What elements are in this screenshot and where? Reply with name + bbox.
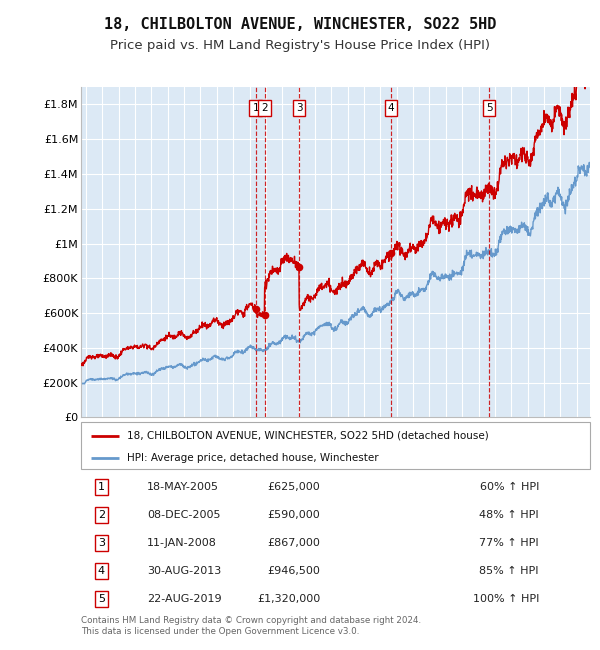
Text: 11-JAN-2008: 11-JAN-2008 xyxy=(147,538,217,548)
FancyBboxPatch shape xyxy=(81,422,590,469)
Text: £946,500: £946,500 xyxy=(267,566,320,576)
Text: 77% ↑ HPI: 77% ↑ HPI xyxy=(479,538,539,548)
Text: 4: 4 xyxy=(388,103,395,113)
Text: 2: 2 xyxy=(261,103,268,113)
Text: 08-DEC-2005: 08-DEC-2005 xyxy=(147,510,221,520)
Text: 2: 2 xyxy=(98,510,105,520)
Text: £867,000: £867,000 xyxy=(267,538,320,548)
Text: 1: 1 xyxy=(253,103,259,113)
Text: 100% ↑ HPI: 100% ↑ HPI xyxy=(473,594,539,604)
Text: 3: 3 xyxy=(98,538,105,548)
Text: HPI: Average price, detached house, Winchester: HPI: Average price, detached house, Winc… xyxy=(127,452,379,463)
Text: Price paid vs. HM Land Registry's House Price Index (HPI): Price paid vs. HM Land Registry's House … xyxy=(110,39,490,52)
Text: 85% ↑ HPI: 85% ↑ HPI xyxy=(479,566,539,576)
Text: 18, CHILBOLTON AVENUE, WINCHESTER, SO22 5HD: 18, CHILBOLTON AVENUE, WINCHESTER, SO22 … xyxy=(104,17,496,32)
Text: £1,320,000: £1,320,000 xyxy=(257,594,320,604)
Text: 1: 1 xyxy=(98,482,105,492)
Text: 22-AUG-2019: 22-AUG-2019 xyxy=(147,594,222,604)
Text: 18-MAY-2005: 18-MAY-2005 xyxy=(147,482,219,492)
Text: Contains HM Land Registry data © Crown copyright and database right 2024.
This d: Contains HM Land Registry data © Crown c… xyxy=(81,616,421,636)
Text: 5: 5 xyxy=(486,103,493,113)
Text: 30-AUG-2013: 30-AUG-2013 xyxy=(147,566,221,576)
Text: 60% ↑ HPI: 60% ↑ HPI xyxy=(479,482,539,492)
Text: £625,000: £625,000 xyxy=(268,482,320,492)
Text: 3: 3 xyxy=(296,103,302,113)
Text: 5: 5 xyxy=(98,594,105,604)
Text: £590,000: £590,000 xyxy=(268,510,320,520)
Text: 18, CHILBOLTON AVENUE, WINCHESTER, SO22 5HD (detached house): 18, CHILBOLTON AVENUE, WINCHESTER, SO22 … xyxy=(127,430,488,441)
Text: 48% ↑ HPI: 48% ↑ HPI xyxy=(479,510,539,520)
Text: 4: 4 xyxy=(98,566,105,576)
